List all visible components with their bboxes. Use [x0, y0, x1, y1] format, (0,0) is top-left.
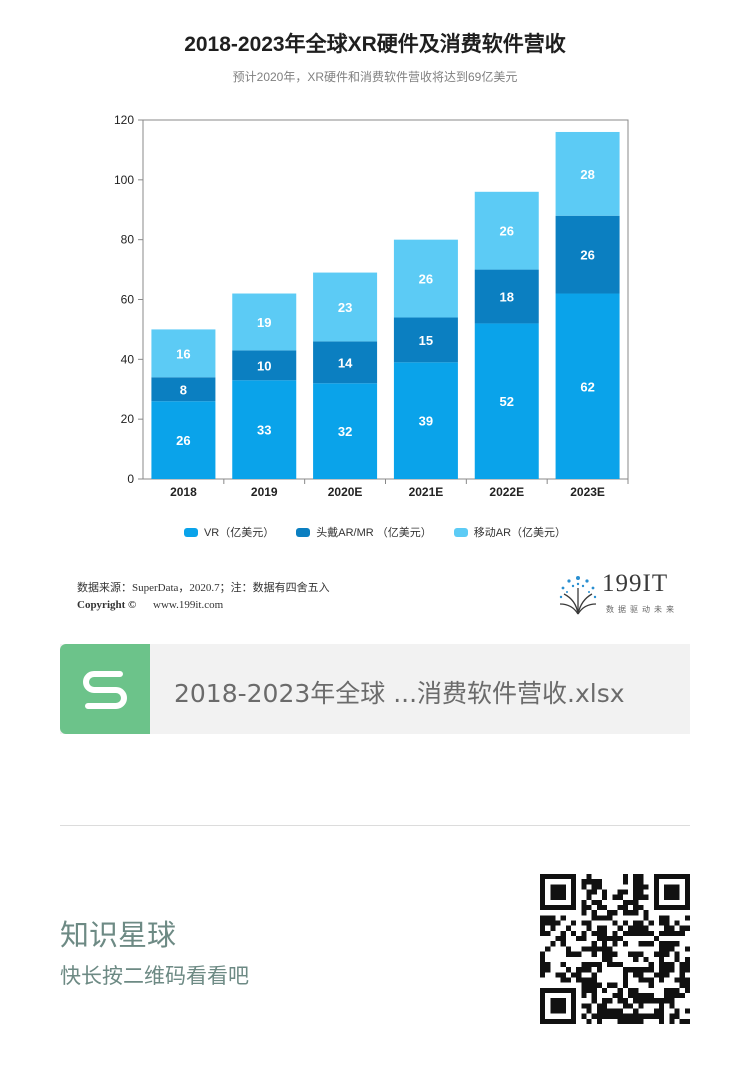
bar-segment-2-2021E	[393, 239, 458, 318]
199it-logo: 199IT 数据驱动未来	[554, 570, 684, 618]
legend-label: 移动AR（亿美元）	[473, 527, 567, 539]
chart-title: 2018-2023年全球XR硬件及消费软件营收	[184, 33, 566, 56]
bar-segment-0-2021E	[393, 362, 458, 479]
bar-segment-1-2020E	[313, 341, 378, 384]
logo-tagline: 数据驱动未来	[606, 605, 678, 614]
data-label: 26	[176, 433, 190, 448]
x-tick-label: 2020E	[328, 485, 363, 499]
file-name: 2018-2023年全球 ...消费软件营收.xlsx	[174, 679, 625, 708]
data-label: 10	[257, 358, 271, 373]
data-label: 8	[180, 382, 187, 397]
x-tick-label: 2022E	[489, 485, 524, 499]
bar-segment-2-2018	[151, 329, 216, 378]
legend-label: VR（亿美元）	[203, 527, 275, 539]
dandelion-logo-icon	[559, 576, 597, 615]
data-label: 52	[500, 394, 514, 409]
x-tick-label: 2021E	[409, 485, 444, 499]
x-tick-label: 2023E	[570, 485, 605, 499]
bar-segment-0-2019	[232, 380, 297, 479]
y-tick-label: 100	[114, 173, 134, 187]
knowledge-planet-title: 知识星球	[60, 918, 177, 952]
data-label: 14	[338, 355, 353, 370]
y-tick-label: 40	[121, 352, 135, 366]
legend-item-0: VR（亿美元）	[183, 524, 275, 540]
bar-segment-0-2022E	[474, 323, 539, 479]
data-label: 23	[338, 300, 352, 315]
section-divider	[60, 825, 690, 826]
y-tick-label: 120	[114, 113, 134, 127]
chart-legend: VR（亿美元） 头戴AR/MR （亿美元） 移动AR（亿美元）	[0, 524, 750, 540]
chart-subtitle: 预计2020年，XR硬件和消费软件营收将达到69亿美元	[232, 70, 518, 84]
data-label: 62	[580, 379, 594, 394]
y-tick-label: 20	[121, 412, 135, 426]
data-label: 18	[500, 290, 514, 305]
data-source-note: 数据来源：SuperData，2020.7；注：数据有四舍五入	[77, 582, 330, 594]
spreadsheet-s-icon	[60, 644, 150, 734]
bar-segment-1-2021E	[393, 317, 458, 363]
plot-frame	[142, 119, 629, 480]
y-tick-label: 0	[127, 472, 134, 486]
bar-segment-2-2019	[232, 293, 297, 351]
legend-swatch	[296, 527, 311, 537]
data-label: 16	[176, 346, 190, 361]
logo-text: 199IT	[602, 570, 669, 597]
bar-segment-1-2019	[232, 350, 297, 381]
data-label: 33	[257, 423, 271, 438]
data-label: 19	[257, 315, 271, 330]
data-label: 32	[338, 424, 352, 439]
file-attachment-card[interactable]: 2018-2023年全球 ...消费软件营收.xlsx	[60, 644, 690, 734]
bar-segment-0-2023E	[555, 293, 620, 479]
bar-segment-1-2022E	[474, 269, 539, 324]
data-label: 15	[419, 333, 433, 348]
y-tick-label: 80	[121, 233, 135, 247]
data-label: 26	[419, 272, 433, 287]
bar-segment-1-2023E	[555, 215, 620, 294]
data-label: 39	[419, 414, 433, 429]
x-tick-label: 2018	[170, 485, 197, 499]
legend-item-1: 头戴AR/MR （亿美元）	[296, 524, 432, 540]
legend-label: 头戴AR/MR （亿美元）	[316, 527, 432, 539]
bar-segment-2-2020E	[313, 272, 378, 342]
data-label: 26	[500, 224, 514, 239]
y-tick-label: 60	[121, 293, 135, 307]
knowledge-planet-subtitle: 快长按二维码看看吧	[60, 964, 249, 988]
copyright-line: Copyright © www.199it.com	[77, 599, 223, 611]
stacked-bar-chart: 0 20 40 60 80 100 120 2018 2019 2020E 2021E 2022E 20…	[114, 113, 629, 499]
bar-segment-0-2018	[151, 401, 216, 479]
data-label: 28	[580, 167, 594, 182]
data-label: 26	[580, 248, 594, 263]
bar-segment-1-2018	[151, 377, 216, 402]
qr-code-icon[interactable]	[540, 874, 690, 1024]
legend-swatch	[453, 527, 468, 537]
x-tick-label: 2019	[251, 485, 278, 499]
copyright-label: Copyright ©	[77, 599, 137, 611]
bar-segment-2-2022E	[474, 191, 539, 270]
bar-segment-0-2020E	[313, 383, 378, 479]
legend-item-2: 移动AR（亿美元）	[453, 524, 567, 540]
website-link[interactable]: www.199it.com	[153, 599, 224, 611]
legend-swatch	[183, 527, 198, 537]
bar-segment-2-2023E	[555, 131, 620, 216]
